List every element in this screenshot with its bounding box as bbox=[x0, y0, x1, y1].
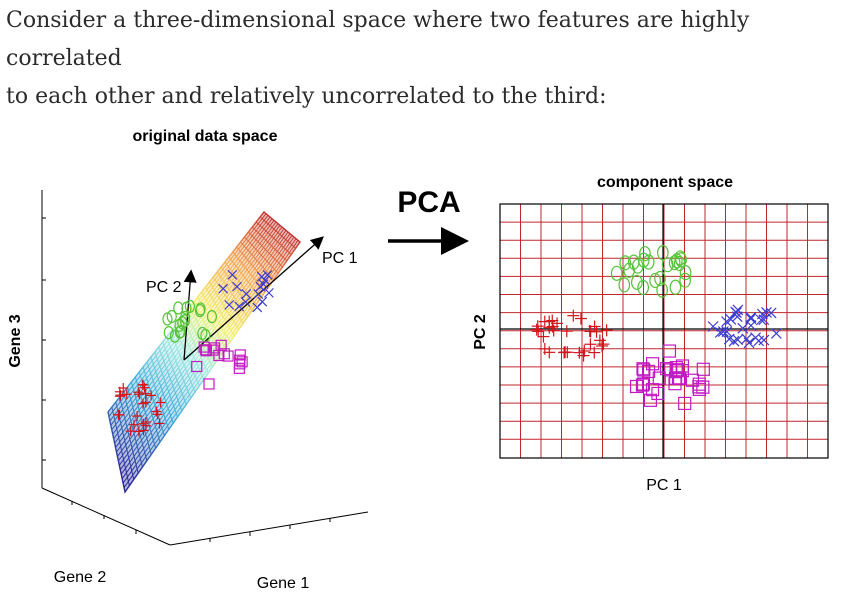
right-green-cluster bbox=[610, 245, 692, 298]
pc1-label-3d: PC 1 bbox=[322, 250, 358, 267]
left-panel-title: original data space bbox=[133, 128, 278, 145]
right-magenta-cluster bbox=[629, 344, 710, 411]
pc1-axis-label: PC 1 bbox=[646, 477, 682, 494]
pca-transform: PCA bbox=[388, 186, 469, 255]
gene2-axis-label: Gene 2 bbox=[54, 569, 107, 586]
left-green-cluster bbox=[162, 299, 218, 343]
pc2-label-3d: PC 2 bbox=[146, 279, 182, 296]
gene2-axis-line bbox=[41, 487, 171, 546]
pca-label: PCA bbox=[397, 186, 460, 219]
left-magenta-cluster bbox=[191, 339, 248, 390]
right-blue-cluster bbox=[707, 304, 782, 349]
intro-line-1: Consider a three-dimensional space where… bbox=[6, 8, 750, 71]
3d-axes bbox=[41, 190, 369, 546]
component-grid bbox=[500, 204, 828, 458]
gene1-axis-label: Gene 1 bbox=[257, 575, 310, 592]
gene3-axis-label: Gene 3 bbox=[7, 314, 24, 367]
right-panel-title: component space bbox=[597, 174, 733, 191]
component-space-panel: component space PC 1 PC 2 bbox=[472, 174, 829, 494]
left-blue-cluster bbox=[218, 269, 274, 313]
pc1-arrow bbox=[183, 236, 324, 361]
component-frame bbox=[499, 203, 829, 459]
left-red-cluster bbox=[113, 379, 166, 437]
original-data-space-panel: original data space Gene 3 Gene 2 Gene 1 bbox=[7, 128, 369, 592]
intro-line-2: to each other and relatively uncorrelate… bbox=[6, 84, 607, 109]
intro-text: Consider a three-dimensional space where… bbox=[6, 2, 836, 116]
pc2-axis-label: PC 2 bbox=[472, 314, 489, 350]
right-red-cluster bbox=[530, 309, 613, 362]
gene1-axis-line bbox=[169, 511, 369, 546]
